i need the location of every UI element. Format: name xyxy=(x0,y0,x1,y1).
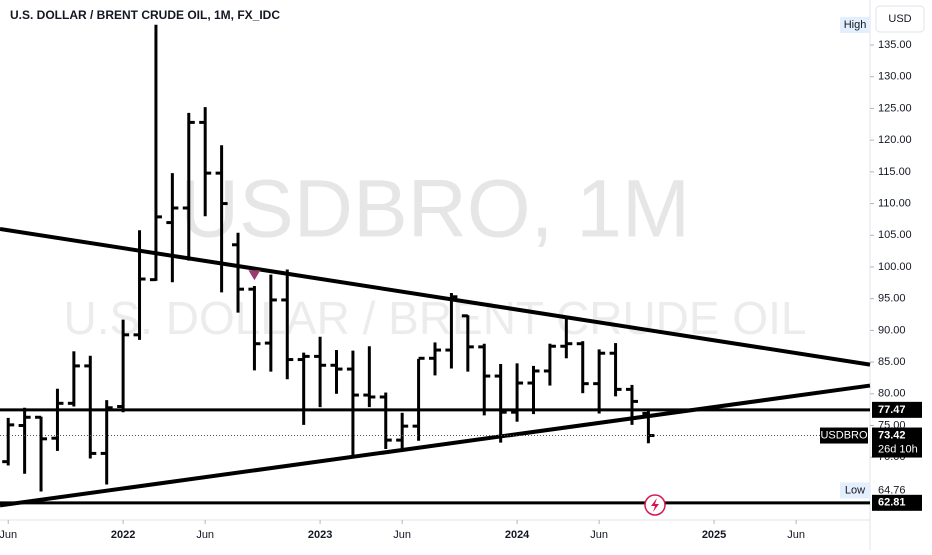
x-tick-label: 2023 xyxy=(308,529,332,541)
y-tick-label: 80.00 xyxy=(878,388,906,400)
low-label-bg xyxy=(840,482,870,499)
trendline xyxy=(0,383,871,508)
symbol-label-bg xyxy=(820,427,868,444)
high-label-bg xyxy=(840,17,870,33)
y-tick-label: 110.00 xyxy=(878,197,911,209)
level-label-bg xyxy=(872,401,922,418)
chart-title: U.S. DOLLAR / BRENT CRUDE OIL, 1M, FX_ID… xyxy=(10,8,280,22)
x-tick-label: Jun xyxy=(0,529,17,541)
y-tick-label: 95.00 xyxy=(878,293,906,305)
level-label: 77.47 xyxy=(878,404,906,416)
y-tick-label: 135.00 xyxy=(878,39,912,51)
trendline xyxy=(0,226,871,367)
y-tick-label: 105.00 xyxy=(878,229,912,241)
last-price-bg xyxy=(872,427,922,458)
signal-marker xyxy=(248,270,261,281)
x-tick-label: Jun xyxy=(196,529,214,541)
low-value: 64.76 xyxy=(878,484,906,496)
x-tick-label: Jun xyxy=(393,529,411,541)
last-price: 73.42 xyxy=(878,429,906,441)
y-tick-label: 125.00 xyxy=(878,102,912,114)
event-icon-bolt xyxy=(651,498,659,512)
x-tick-label: 2025 xyxy=(702,529,726,541)
y-tick-label: 130.00 xyxy=(878,71,912,83)
x-tick-label: 2024 xyxy=(505,529,530,541)
level-label-bg xyxy=(872,494,922,511)
symbol-label: USDBRO xyxy=(820,429,868,441)
y-tick-label: 90.00 xyxy=(878,324,906,336)
y-tick-label: 115.00 xyxy=(878,166,911,178)
high-label: High xyxy=(844,19,867,31)
x-tick-label: Jun xyxy=(787,529,805,541)
low-label: Low xyxy=(845,484,865,496)
x-tick-label: 2022 xyxy=(111,529,135,541)
y-tick-label: 120.00 xyxy=(878,134,912,146)
x-tick-label: Jun xyxy=(590,529,608,541)
currency-button[interactable] xyxy=(875,5,925,33)
y-tick-label: 100.00 xyxy=(878,261,912,273)
currency[interactable]: USD xyxy=(888,13,911,25)
watermark: USDBRO, 1M xyxy=(180,164,690,255)
y-tick-label: 85.00 xyxy=(878,356,906,368)
countdown: 26d 10h xyxy=(878,443,918,455)
level-label: 62.81 xyxy=(878,497,906,509)
